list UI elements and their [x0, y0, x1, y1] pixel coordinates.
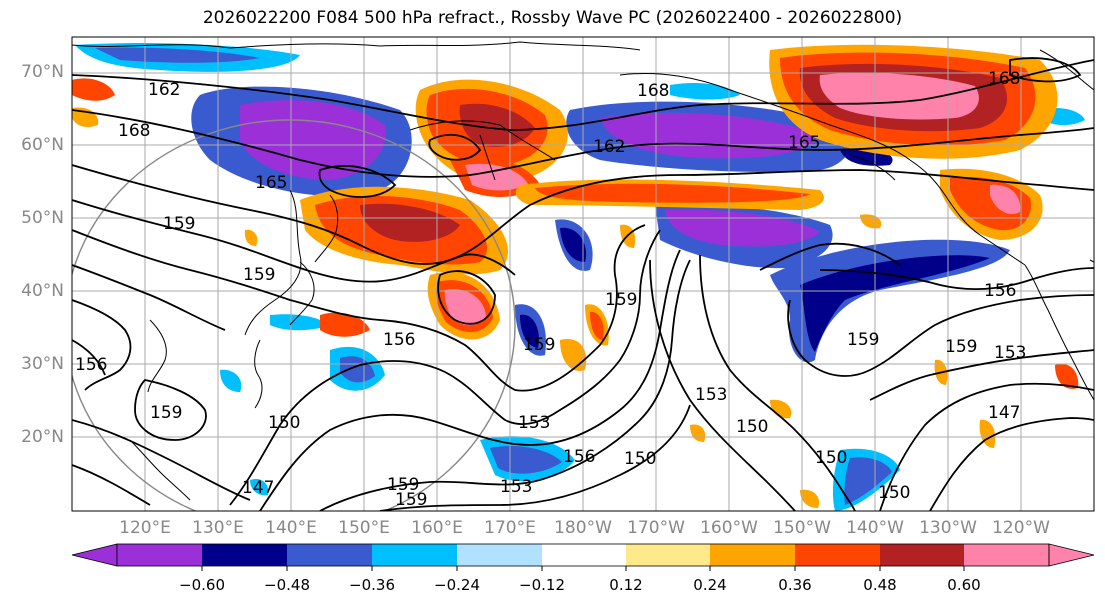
colorbar — [71, 543, 1095, 571]
contour-label: 153 — [994, 343, 1026, 363]
gridlines — [72, 37, 1094, 511]
contour-label: 156 — [75, 355, 107, 375]
coastlines — [72, 41, 1094, 501]
lon-label-150w: 150°W — [773, 518, 831, 538]
contour-label: 147 — [242, 478, 274, 498]
contour-label: 150 — [624, 449, 656, 469]
colorbar-segment — [710, 544, 795, 566]
lat-label-40n: 40°N — [21, 281, 64, 301]
distance-circle — [72, 119, 516, 511]
lon-label-160e: 160°E — [411, 518, 463, 538]
shaded-negative-regions — [75, 43, 1085, 511]
map-panel: 162 168 168 162 165 168 165 159 159 156 … — [72, 37, 1094, 511]
colorbar-segment — [117, 544, 202, 566]
colorbar-max-extension — [1048, 543, 1095, 567]
contour-label: 153 — [500, 477, 532, 497]
lon-label-160w: 160°W — [700, 518, 758, 538]
lon-label-140w: 140°W — [846, 518, 904, 538]
lon-label-120w: 120°W — [992, 518, 1050, 538]
contour-label: 159 — [847, 330, 879, 350]
map-frame — [71, 36, 1095, 512]
colorbar-segment — [795, 544, 880, 566]
contour-label: 168 — [118, 121, 150, 141]
contour-label: 162 — [148, 80, 180, 100]
lat-label-70n: 70°N — [21, 62, 64, 82]
colorbar-segment — [457, 544, 542, 566]
colorbar-segment — [372, 544, 457, 566]
colorbar-tick-label: 0.48 — [863, 576, 897, 594]
lon-label-120e: 120°E — [119, 518, 171, 538]
contour-label: 156 — [984, 281, 1016, 301]
contour-label: 168 — [988, 69, 1020, 89]
contour-label: 159 — [395, 490, 427, 510]
contour-label: 159 — [387, 475, 419, 495]
contour-label: 153 — [518, 413, 550, 433]
colorbar-tick-label: −0.48 — [264, 576, 310, 594]
contour-label: 159 — [605, 290, 637, 310]
contour-label: 159 — [163, 214, 195, 234]
colorbar-tick-label: 0.24 — [693, 576, 727, 594]
lon-label-170w: 170°W — [627, 518, 685, 538]
lon-label-140e: 140°E — [265, 518, 317, 538]
colorbar-segment — [202, 544, 287, 566]
contour-label: 165 — [255, 173, 287, 193]
contour-label: 150 — [815, 448, 847, 468]
lon-label-170e: 170°E — [484, 518, 536, 538]
contour-label: 150 — [736, 417, 768, 437]
contour-label: 159 — [243, 265, 275, 285]
contour-label: 162 — [593, 137, 625, 157]
colorbar-segment — [626, 544, 710, 566]
colorbar-tick-label: 0.36 — [778, 576, 812, 594]
map-title: 2026022200 F084 500 hPa refract., Rossby… — [202, 8, 903, 28]
colorbar-tick-label: −0.12 — [519, 576, 565, 594]
lon-label-130w: 130°W — [919, 518, 977, 538]
contour-label: 165 — [788, 133, 820, 153]
contour-label: 150 — [878, 483, 910, 503]
lat-label-60n: 60°N — [21, 135, 64, 155]
colorbar-segment — [287, 544, 372, 566]
lat-label-50n: 50°N — [21, 208, 64, 228]
lon-label-130e: 130°E — [192, 518, 244, 538]
contour-labels: 162 168 168 162 165 168 165 159 159 156 … — [75, 69, 1026, 510]
colorbar-segment — [880, 544, 964, 566]
contour-label: 156 — [383, 330, 415, 350]
colorbar-min-extension — [71, 543, 118, 567]
contour-label: 159 — [150, 403, 182, 423]
colorbar-tick-label: 0.12 — [609, 576, 643, 594]
contour-label: 147 — [988, 403, 1020, 423]
contour-label: 168 — [637, 81, 669, 101]
lat-label-30n: 30°N — [21, 354, 64, 374]
colorbar-tick-label: −0.60 — [179, 576, 225, 594]
colorbar-segment — [964, 544, 1049, 566]
colorbar-segment — [542, 544, 626, 566]
lon-label-180w: 180°W — [554, 518, 612, 538]
contour-label: 159 — [523, 335, 555, 355]
contour-label: 156 — [563, 447, 595, 467]
contour-label: 150 — [268, 413, 300, 433]
colorbar-tick-label: −0.36 — [349, 576, 395, 594]
lon-label-150e: 150°E — [338, 518, 390, 538]
lat-label-20n: 20°N — [21, 427, 64, 447]
colorbar-tick-label: 0.60 — [947, 576, 981, 594]
contour-label: 159 — [945, 337, 977, 357]
height-contours — [72, 57, 1094, 511]
colorbar-tick-label: −0.24 — [434, 576, 480, 594]
contour-label: 153 — [695, 385, 727, 405]
